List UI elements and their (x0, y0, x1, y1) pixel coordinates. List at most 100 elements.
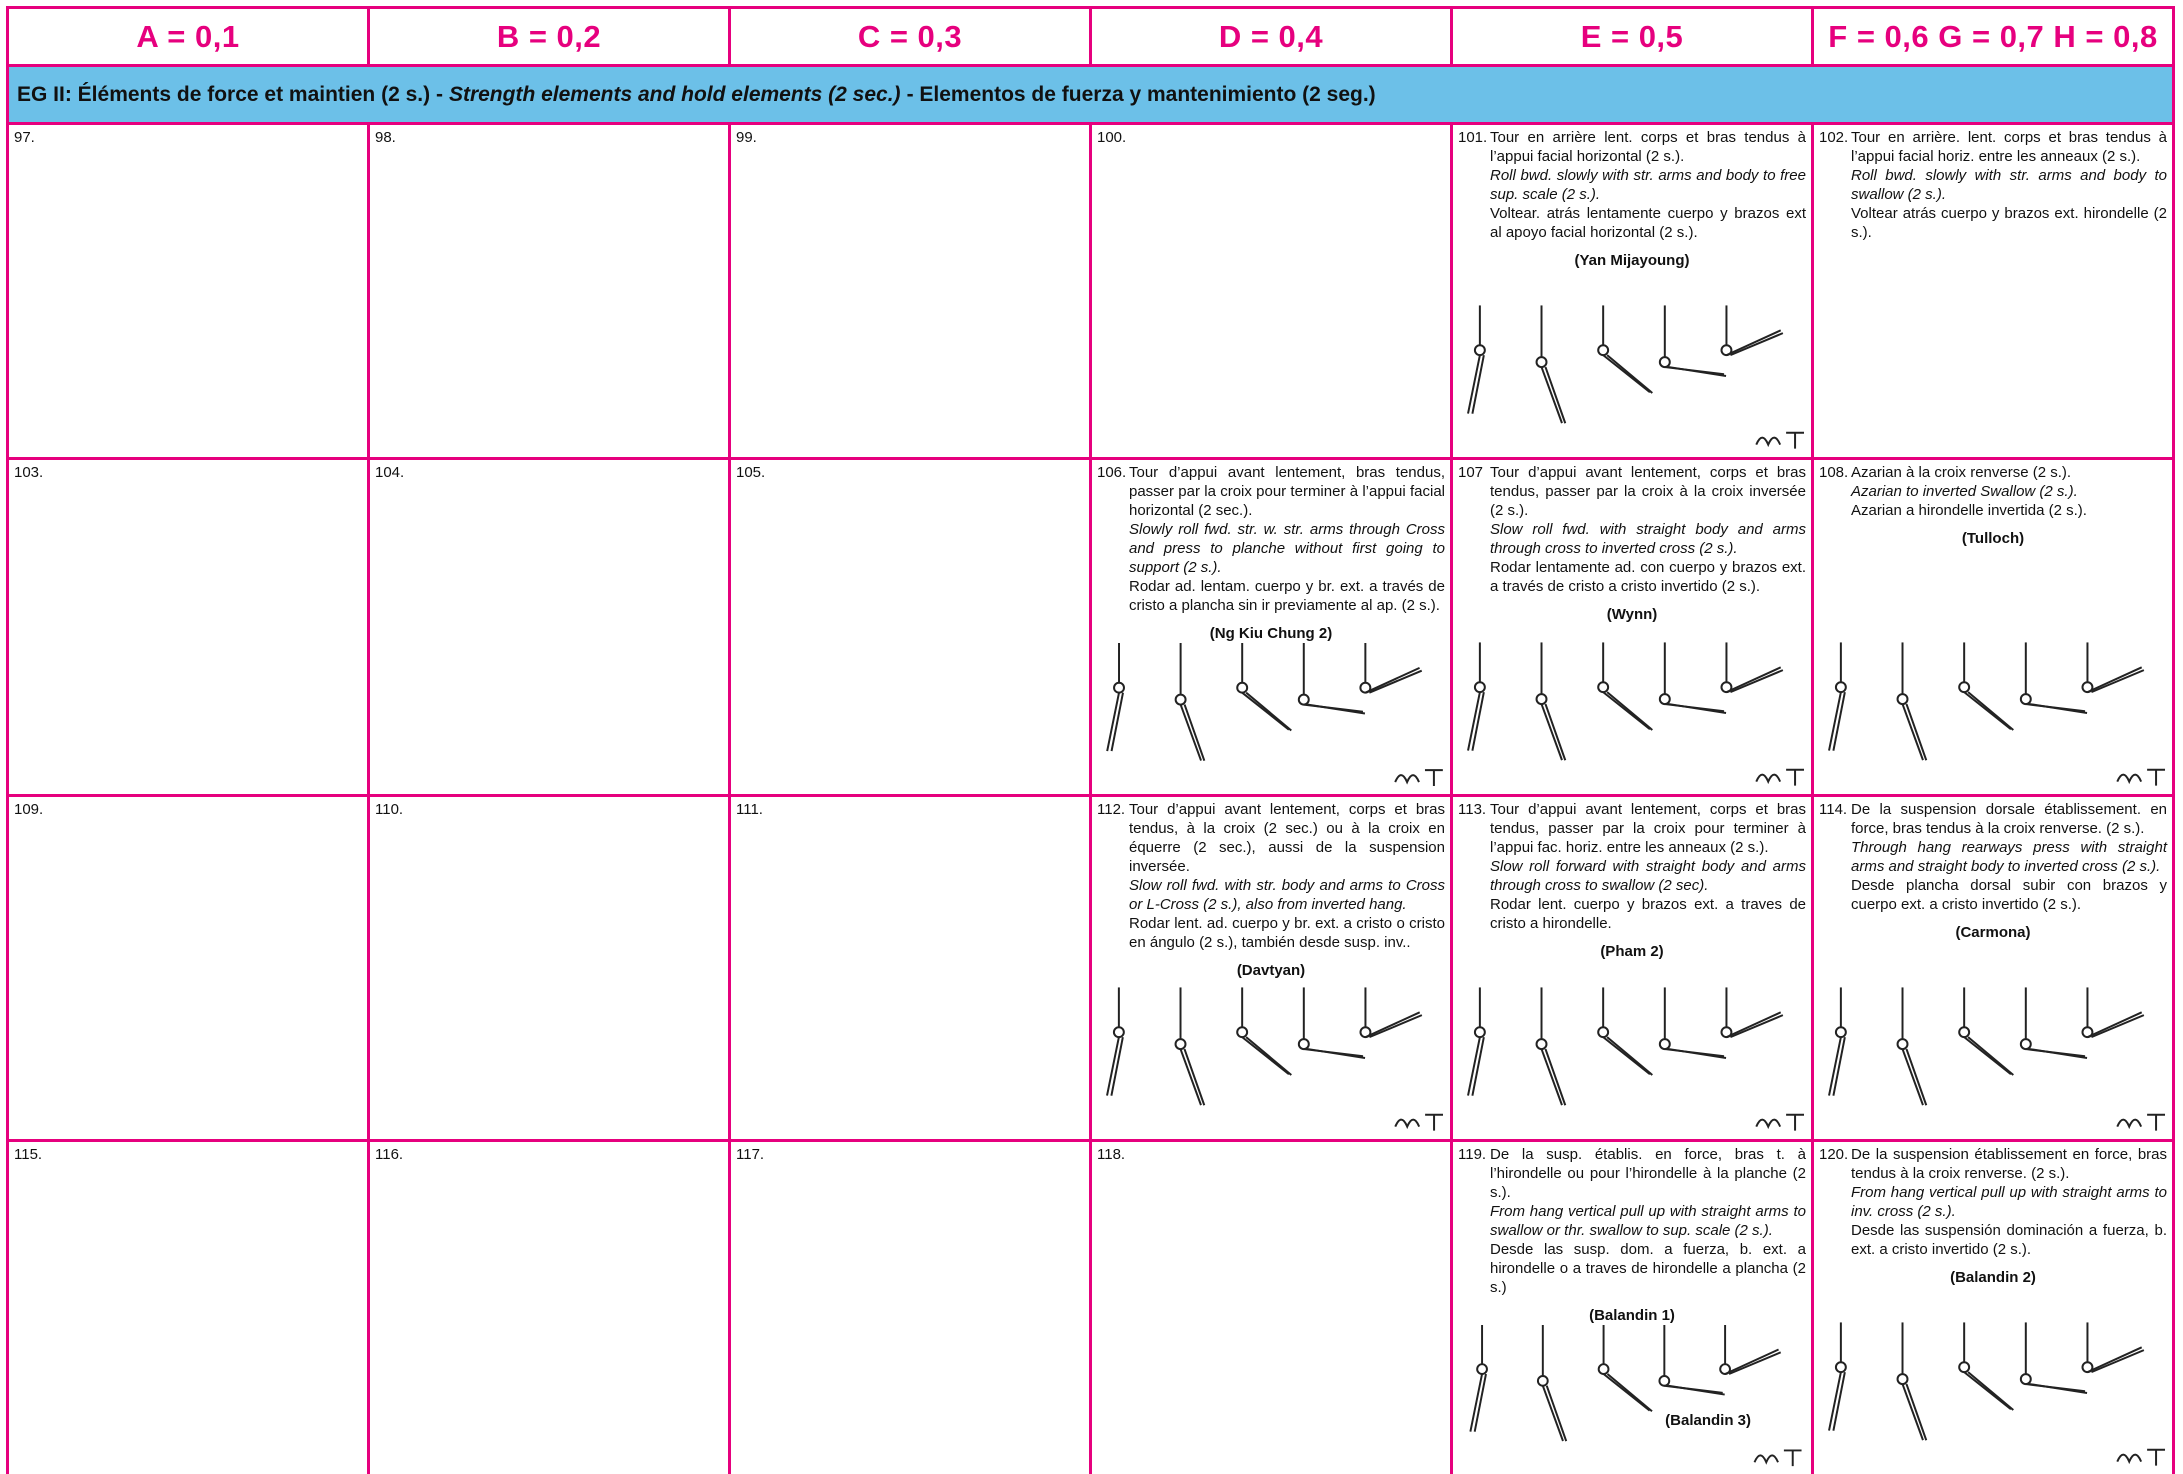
skill-number: 101. (1458, 129, 1488, 146)
skill-cell: 111. (731, 797, 1092, 1142)
sketch-stroke (1110, 1036, 1124, 1096)
skill-number: 120. (1819, 1146, 1849, 1163)
description-es: Azarian a hirondelle invertida (2 s.). (1851, 502, 2087, 519)
skill-cell: 114. De la suspension dorsale établisseme… (1814, 797, 2175, 1142)
sketch-stroke (1183, 1048, 1206, 1106)
sketch-stroke (1896, 693, 1909, 706)
skill-number: 112. (1097, 801, 1126, 818)
sketch-stroke (1828, 1371, 1842, 1431)
sketch-stroke (1602, 691, 1651, 731)
sketch-stroke (1730, 332, 1784, 357)
sketch-stroke (1668, 703, 1727, 714)
sketch-stroke (1544, 1048, 1567, 1106)
sketch-stroke (1755, 768, 1805, 786)
sketch-stroke (1106, 692, 1120, 752)
skill-number: 114. (1819, 801, 1848, 818)
description-fr: De la susp. établis. en force, bras t. à… (1490, 1146, 1806, 1201)
sketch-stroke (2019, 1038, 2032, 1051)
skill-description: Tour en arrière lent. corps et bras tend… (1490, 128, 1806, 242)
skill-number: 115. (14, 1146, 43, 1163)
skill-number: 99. (736, 129, 757, 146)
sketch-stroke (1728, 1351, 1782, 1375)
skill-number: 117. (736, 1146, 765, 1163)
skill-cell: 103. (9, 460, 370, 797)
sketch-stroke (1828, 691, 1842, 751)
sketch-stroke (1307, 703, 1366, 715)
sketch-stroke (2091, 1014, 2145, 1039)
sketch-stroke (1720, 681, 1733, 694)
skill-text: 119. De la susp. établis. en force, bras … (1458, 1145, 1806, 1297)
skill-number: 113. (1458, 801, 1487, 818)
sketch-stroke (1183, 704, 1206, 762)
description-en: Through hang rearways press with straigh… (1851, 839, 2167, 875)
sketch-stroke (1963, 691, 2012, 731)
column-header: B = 0,2 (370, 9, 731, 67)
sketch-stroke (1726, 666, 1782, 694)
sketch-stroke (1110, 692, 1124, 752)
skill-text: 117. (736, 1145, 1084, 1164)
description-es: Voltear. atrás lentamente cuerpo y brazo… (1490, 205, 1806, 241)
sketch-stroke (1467, 691, 1481, 751)
sketch-stroke (2081, 1361, 2094, 1374)
skill-text: 110. (375, 800, 723, 819)
skill-sketch (1828, 1322, 2166, 1466)
description-en: Roll bwd. slowly with str. arms and body… (1851, 167, 2167, 203)
sketch-stroke (1755, 1113, 1805, 1131)
gymnast-name: (Ng Kiu Chung 2) (1209, 625, 1333, 642)
sketch-stroke (1174, 693, 1187, 706)
sketch-stroke (2091, 1349, 2145, 1374)
description-fr: Tour d’appui avant lentement, corps et b… (1129, 801, 1445, 875)
sketch-stroke (1606, 691, 1653, 731)
description-es: Rodar lent. ad. cuerpo y br. ext. a cris… (1129, 915, 1445, 951)
sketch-stroke (2087, 666, 2143, 694)
description-es: Rodar ad. lentam. cuerpo y br. ext. a tr… (1129, 578, 1445, 614)
description-fr: De la suspension établissement en force,… (1851, 1146, 2167, 1182)
sketch-stroke (1112, 1026, 1125, 1039)
sketch-stroke (1901, 1383, 1924, 1441)
sketch-stroke (1967, 691, 2014, 731)
sketch-stroke (1896, 1373, 1909, 1386)
skill-cell: 105. (731, 460, 1092, 797)
description-es: Desde las suspensión dominación a fuerza… (1851, 1222, 2167, 1258)
sketch-stroke (1834, 1026, 1847, 1039)
sketch-stroke (1467, 1036, 1481, 1096)
gymnast-name: (Balandin 2) (1950, 1269, 2036, 1286)
skill-description: Tour en arrière. lent. corps et bras ten… (1851, 128, 2167, 242)
skill-text: 120. De la suspension établissement en fo… (1819, 1145, 2167, 1259)
skill-table: A = 0,1 B = 0,2 C = 0,3 D = 0,4 E = 0,5 F = 0… (6, 6, 2175, 1474)
skill-description: De la suspension dorsale établissement. … (1851, 800, 2167, 914)
sketch-stroke (2116, 1113, 2166, 1131)
sketch-stroke (1245, 691, 1292, 732)
sketch-stroke (1473, 344, 1486, 357)
sketch-stroke (2029, 703, 2088, 714)
sketch-stroke (1473, 1026, 1486, 1039)
skill-text: 113. Tour d’appui avant lentement, corps … (1458, 800, 1806, 933)
sketch-stroke (1668, 1048, 1727, 1059)
sketch-stroke (2019, 1373, 2032, 1386)
sketch-stroke (1245, 1036, 1292, 1076)
skill-text: 106. Tour d’appui avant lentement, bras t… (1097, 463, 1445, 615)
sketch-stroke (1658, 1374, 1671, 1387)
skill-number: 98. (375, 129, 396, 146)
column-header: A = 0,1 (9, 9, 370, 67)
sketch-stroke (1901, 1048, 1924, 1106)
sketch-stroke (1297, 1038, 1310, 1051)
sketch-stroke (1963, 1371, 2012, 1411)
skill-text: 112. Tour d’appui avant lentement, corps … (1097, 800, 1445, 952)
sketch-stroke (1828, 1036, 1842, 1096)
skill-sketch (1828, 987, 2166, 1131)
sketch-stroke (2091, 669, 2145, 694)
sketch-stroke (1544, 703, 1567, 761)
skill-text: 100. (1097, 128, 1445, 147)
sketch-stroke (1832, 1371, 1846, 1431)
sketch-stroke (1469, 1373, 1484, 1432)
description-fr: Tour en arrière. lent. corps et bras ten… (1851, 129, 2167, 165)
section-title: EG II: Éléments de force et maintien (2 … (9, 67, 2175, 125)
description-fr: Azarian à la croix renverse (2 s.). (1851, 464, 2072, 481)
skill-cell: 110. (370, 797, 731, 1142)
description-es: Rodar lentamente ad. con cuerpo y brazos… (1490, 559, 1806, 595)
skill-cell: 100. (1092, 125, 1453, 460)
sketch-stroke (1726, 1011, 1782, 1039)
skill-sketch (1106, 643, 1443, 787)
skill-number: 107 (1458, 464, 1484, 481)
